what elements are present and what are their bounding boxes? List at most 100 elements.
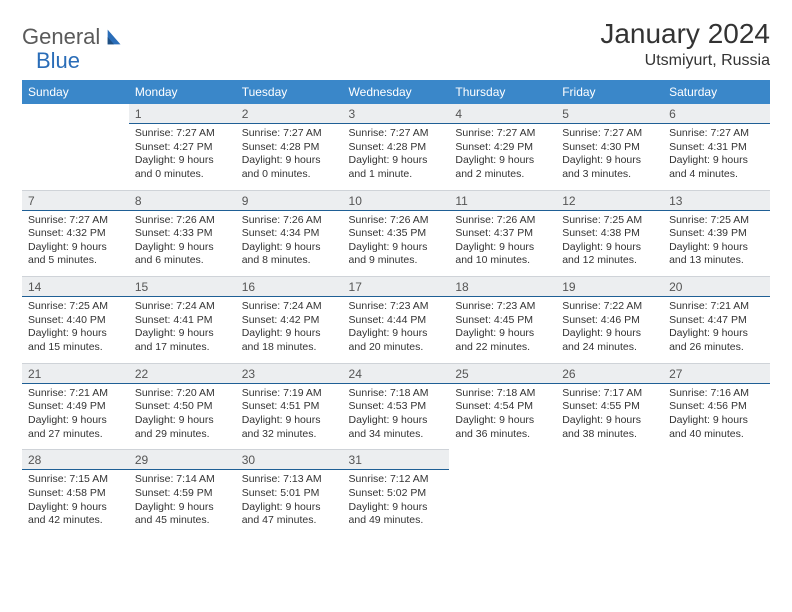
day-detail-row: Sunrise: 7:27 AMSunset: 4:32 PMDaylight:… — [22, 210, 770, 277]
daylight-line: Daylight: 9 hours and 8 minutes. — [242, 241, 337, 268]
daylight-line: Daylight: 9 hours and 40 minutes. — [669, 414, 764, 441]
day-detail-cell — [449, 470, 556, 536]
sunrise-line: Sunrise: 7:27 AM — [135, 127, 230, 141]
sunset-line: Sunset: 4:49 PM — [28, 400, 123, 414]
daylight-line: Daylight: 9 hours and 49 minutes. — [349, 501, 444, 528]
sunrise-line: Sunrise: 7:22 AM — [562, 300, 657, 314]
day-number-cell: 28 — [22, 450, 129, 470]
day-detail-cell: Sunrise: 7:15 AMSunset: 4:58 PMDaylight:… — [22, 470, 129, 536]
day-number-cell: 3 — [343, 104, 450, 124]
day-number-cell: 12 — [556, 190, 663, 210]
sunrise-line: Sunrise: 7:16 AM — [669, 387, 764, 401]
sunrise-line: Sunrise: 7:18 AM — [455, 387, 550, 401]
daylight-line: Daylight: 9 hours and 3 minutes. — [562, 154, 657, 181]
day-number-cell: 9 — [236, 190, 343, 210]
daylight-line: Daylight: 9 hours and 5 minutes. — [28, 241, 123, 268]
day-header: Saturday — [663, 80, 770, 104]
day-detail-cell: Sunrise: 7:27 AMSunset: 4:30 PMDaylight:… — [556, 124, 663, 191]
daylight-line: Daylight: 9 hours and 20 minutes. — [349, 327, 444, 354]
day-header: Monday — [129, 80, 236, 104]
day-number-cell: 30 — [236, 450, 343, 470]
sunset-line: Sunset: 4:44 PM — [349, 314, 444, 328]
sunset-line: Sunset: 4:37 PM — [455, 227, 550, 241]
daylight-line: Daylight: 9 hours and 10 minutes. — [455, 241, 550, 268]
daylight-line: Daylight: 9 hours and 38 minutes. — [562, 414, 657, 441]
daylight-line: Daylight: 9 hours and 18 minutes. — [242, 327, 337, 354]
sunrise-line: Sunrise: 7:26 AM — [135, 214, 230, 228]
day-number-cell — [22, 104, 129, 124]
daylight-line: Daylight: 9 hours and 47 minutes. — [242, 501, 337, 528]
daylight-line: Daylight: 9 hours and 4 minutes. — [669, 154, 764, 181]
day-number-cell: 4 — [449, 104, 556, 124]
sunrise-line: Sunrise: 7:17 AM — [562, 387, 657, 401]
day-detail-cell: Sunrise: 7:23 AMSunset: 4:45 PMDaylight:… — [449, 297, 556, 364]
day-detail-cell: Sunrise: 7:26 AMSunset: 4:35 PMDaylight:… — [343, 210, 450, 277]
sunrise-line: Sunrise: 7:24 AM — [242, 300, 337, 314]
daylight-line: Daylight: 9 hours and 15 minutes. — [28, 327, 123, 354]
daylight-line: Daylight: 9 hours and 29 minutes. — [135, 414, 230, 441]
daylight-line: Daylight: 9 hours and 24 minutes. — [562, 327, 657, 354]
day-number-cell: 14 — [22, 277, 129, 297]
sunset-line: Sunset: 4:54 PM — [455, 400, 550, 414]
day-number-row: 78910111213 — [22, 190, 770, 210]
daylight-line: Daylight: 9 hours and 0 minutes. — [135, 154, 230, 181]
day-detail-cell: Sunrise: 7:26 AMSunset: 4:37 PMDaylight:… — [449, 210, 556, 277]
sunset-line: Sunset: 4:50 PM — [135, 400, 230, 414]
day-number-cell: 16 — [236, 277, 343, 297]
day-detail-cell: Sunrise: 7:21 AMSunset: 4:49 PMDaylight:… — [22, 383, 129, 450]
day-number-cell: 23 — [236, 363, 343, 383]
day-detail-cell: Sunrise: 7:24 AMSunset: 4:42 PMDaylight:… — [236, 297, 343, 364]
day-detail-cell: Sunrise: 7:12 AMSunset: 5:02 PMDaylight:… — [343, 470, 450, 536]
sunset-line: Sunset: 4:35 PM — [349, 227, 444, 241]
sunrise-line: Sunrise: 7:25 AM — [28, 300, 123, 314]
logo-text-blue: Blue — [36, 48, 80, 74]
day-detail-row: Sunrise: 7:25 AMSunset: 4:40 PMDaylight:… — [22, 297, 770, 364]
header: General January 2024 Utsmiyurt, Russia — [22, 18, 770, 70]
sunrise-line: Sunrise: 7:18 AM — [349, 387, 444, 401]
sunset-line: Sunset: 4:55 PM — [562, 400, 657, 414]
day-number-cell: 17 — [343, 277, 450, 297]
daylight-line: Daylight: 9 hours and 34 minutes. — [349, 414, 444, 441]
sunset-line: Sunset: 4:38 PM — [562, 227, 657, 241]
sunrise-line: Sunrise: 7:23 AM — [349, 300, 444, 314]
sunset-line: Sunset: 4:47 PM — [669, 314, 764, 328]
sunrise-line: Sunrise: 7:12 AM — [349, 473, 444, 487]
day-header-row: SundayMondayTuesdayWednesdayThursdayFrid… — [22, 80, 770, 104]
daylight-line: Daylight: 9 hours and 12 minutes. — [562, 241, 657, 268]
month-title: January 2024 — [600, 18, 770, 50]
sunrise-line: Sunrise: 7:27 AM — [562, 127, 657, 141]
day-detail-cell: Sunrise: 7:27 AMSunset: 4:28 PMDaylight:… — [236, 124, 343, 191]
sunrise-line: Sunrise: 7:23 AM — [455, 300, 550, 314]
day-detail-cell: Sunrise: 7:18 AMSunset: 4:53 PMDaylight:… — [343, 383, 450, 450]
sunrise-line: Sunrise: 7:27 AM — [669, 127, 764, 141]
day-detail-cell: Sunrise: 7:27 AMSunset: 4:27 PMDaylight:… — [129, 124, 236, 191]
sunset-line: Sunset: 4:28 PM — [349, 141, 444, 155]
day-header: Wednesday — [343, 80, 450, 104]
sunrise-line: Sunrise: 7:25 AM — [562, 214, 657, 228]
sunset-line: Sunset: 4:42 PM — [242, 314, 337, 328]
sunrise-line: Sunrise: 7:26 AM — [242, 214, 337, 228]
day-detail-cell — [663, 470, 770, 536]
sunset-line: Sunset: 5:01 PM — [242, 487, 337, 501]
sunset-line: Sunset: 4:30 PM — [562, 141, 657, 155]
day-number-cell: 21 — [22, 363, 129, 383]
day-detail-cell: Sunrise: 7:18 AMSunset: 4:54 PMDaylight:… — [449, 383, 556, 450]
day-number-cell: 2 — [236, 104, 343, 124]
day-number-cell: 22 — [129, 363, 236, 383]
sunset-line: Sunset: 4:59 PM — [135, 487, 230, 501]
sunset-line: Sunset: 4:40 PM — [28, 314, 123, 328]
day-detail-cell: Sunrise: 7:13 AMSunset: 5:01 PMDaylight:… — [236, 470, 343, 536]
day-number-row: 21222324252627 — [22, 363, 770, 383]
day-detail-cell: Sunrise: 7:19 AMSunset: 4:51 PMDaylight:… — [236, 383, 343, 450]
sunset-line: Sunset: 4:41 PM — [135, 314, 230, 328]
sunset-line: Sunset: 5:02 PM — [349, 487, 444, 501]
calendar-table: SundayMondayTuesdayWednesdayThursdayFrid… — [22, 80, 770, 536]
sunset-line: Sunset: 4:39 PM — [669, 227, 764, 241]
daylight-line: Daylight: 9 hours and 42 minutes. — [28, 501, 123, 528]
sunrise-line: Sunrise: 7:26 AM — [349, 214, 444, 228]
sunrise-line: Sunrise: 7:14 AM — [135, 473, 230, 487]
sunrise-line: Sunrise: 7:27 AM — [455, 127, 550, 141]
daylight-line: Daylight: 9 hours and 17 minutes. — [135, 327, 230, 354]
day-number-cell: 15 — [129, 277, 236, 297]
day-number-cell: 1 — [129, 104, 236, 124]
